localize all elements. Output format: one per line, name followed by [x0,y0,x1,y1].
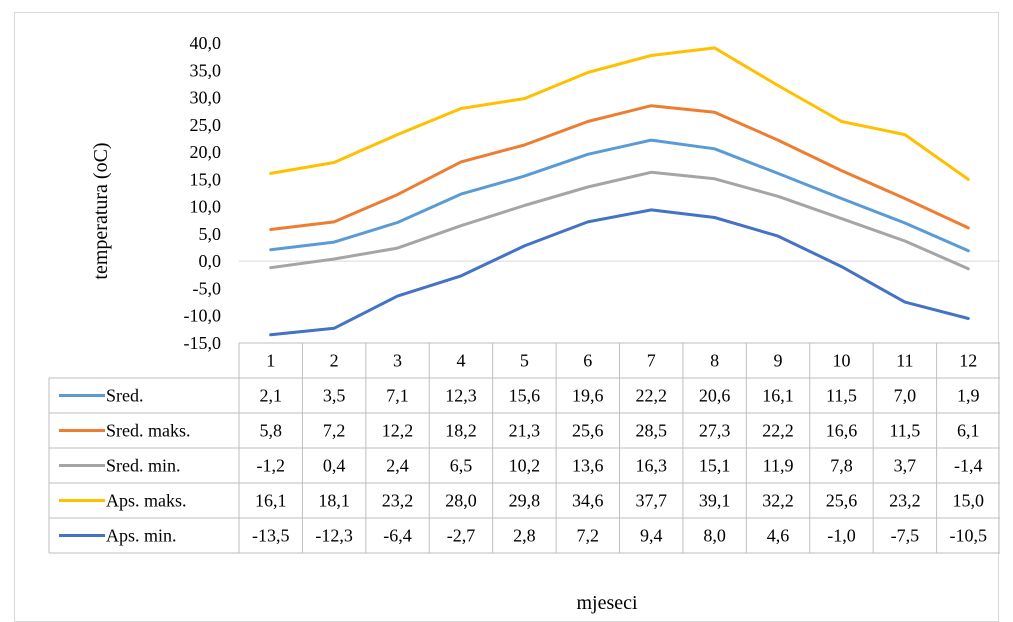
data-label: 7,2 [323,421,346,441]
data-label: 34,6 [572,491,604,511]
chart-frame: -15,0 -10,0 -5,0 0,0 5,0 10,0 15,0 20,0 25,0 30,0… [14,12,1000,622]
data-label: 23,2 [382,491,414,511]
x-tick-label: 9 [774,351,783,371]
data-label: 13,6 [572,456,604,476]
x-tick-label: 1 [266,351,275,371]
data-label: 12,3 [445,386,477,406]
data-label: 7,0 [894,386,917,406]
data-label: -1,4 [954,456,983,476]
data-label: 7,8 [830,456,853,476]
x-tick-label: 5 [520,351,529,371]
y-tick-label: -15,0 [184,333,222,353]
data-label: 2,8 [513,526,536,546]
data-label: -13,5 [252,526,290,546]
data-label: 10,2 [509,456,541,476]
x-axis-title: mjeseci [576,592,638,614]
legend-label: Sred. [106,386,144,406]
data-label: 39,1 [699,491,731,511]
data-label: 22,2 [762,421,794,441]
data-label: 2,4 [386,456,409,476]
data-label: 5,8 [259,421,282,441]
data-label: 28,5 [635,421,667,441]
data-label: 9,4 [640,526,663,546]
data-label: -2,7 [447,526,476,546]
data-label: 3,7 [894,456,917,476]
data-label: 11,9 [763,456,794,476]
data-label: 0,4 [323,456,346,476]
data-label: 27,3 [699,421,731,441]
legend-label: Aps. min. [106,526,177,546]
data-label: 11,5 [889,421,920,441]
data-label: -12,3 [315,526,353,546]
y-tick-label: 30,0 [190,88,222,108]
data-label: 7,1 [386,386,409,406]
data-label: 22,2 [635,386,667,406]
data-label: -1,0 [827,526,856,546]
data-label: 1,9 [957,386,980,406]
series-line-3 [269,170,970,271]
data-label: 7,2 [577,526,600,546]
y-tick-label: 40,0 [190,33,222,53]
y-tick-label: 0,0 [199,251,222,271]
data-label: 18,1 [318,491,350,511]
legend-label: Sred. min. [106,456,181,476]
data-label: 16,1 [255,491,287,511]
data-label: 18,2 [445,421,477,441]
data-label: 6,5 [450,456,473,476]
series-line-4 [269,46,970,181]
data-label: 3,5 [323,386,346,406]
x-tick-label: 12 [959,351,977,371]
data-label: 15,0 [953,491,985,511]
data-label: 28,0 [445,491,477,511]
x-tick-label: 8 [710,351,719,371]
x-tick-label: 6 [583,351,592,371]
data-label: -10,5 [950,526,988,546]
y-axis-title: temperatura (oC) [90,142,112,279]
series-line-1 [269,138,970,253]
legend-label: Sred. maks. [106,421,191,441]
data-label: 16,6 [826,421,858,441]
series-line-5 [269,208,970,337]
data-label: 29,8 [509,491,541,511]
data-label: 19,6 [572,386,604,406]
x-tick-label: 11 [896,351,913,371]
data-label: -6,4 [383,526,412,546]
y-tick-label: 15,0 [190,169,222,189]
y-tick-label: 35,0 [190,60,222,80]
data-label: 15,6 [509,386,541,406]
data-label: 21,3 [509,421,541,441]
y-tick-label: 5,0 [199,224,222,244]
data-label: 2,1 [259,386,282,406]
x-tick-label: 4 [456,351,465,371]
y-tick-label: -5,0 [193,278,222,298]
legend-label: Aps. maks. [106,491,187,511]
data-label: 4,6 [767,526,790,546]
data-label: 25,6 [572,421,604,441]
line-chart: -15,0 -10,0 -5,0 0,0 5,0 10,0 15,0 20,0 25,0 30,0… [48,33,1000,614]
data-label: 32,2 [762,491,794,511]
y-tick-label: -10,0 [184,306,222,326]
y-tick-label: 25,0 [190,115,222,135]
data-label: 16,1 [762,386,794,406]
series-line-2 [269,104,970,231]
data-label: 16,3 [635,456,667,476]
y-tick-label: 10,0 [190,197,222,217]
data-label: 11,5 [826,386,857,406]
x-tick-label: 2 [330,351,339,371]
data-label: 20,6 [699,386,731,406]
y-tick-label: 20,0 [190,142,222,162]
data-label: 23,2 [889,491,921,511]
data-label: 37,7 [635,491,667,511]
data-label: 25,6 [826,491,858,511]
data-label: 6,1 [957,421,980,441]
x-tick-label: 3 [393,351,402,371]
data-label: 12,2 [382,421,414,441]
data-label: -7,5 [891,526,920,546]
x-tick-label: 7 [647,351,656,371]
data-label: 15,1 [699,456,731,476]
x-tick-label: 10 [832,351,850,371]
data-label: 8,0 [703,526,726,546]
data-label: -1,2 [256,456,285,476]
